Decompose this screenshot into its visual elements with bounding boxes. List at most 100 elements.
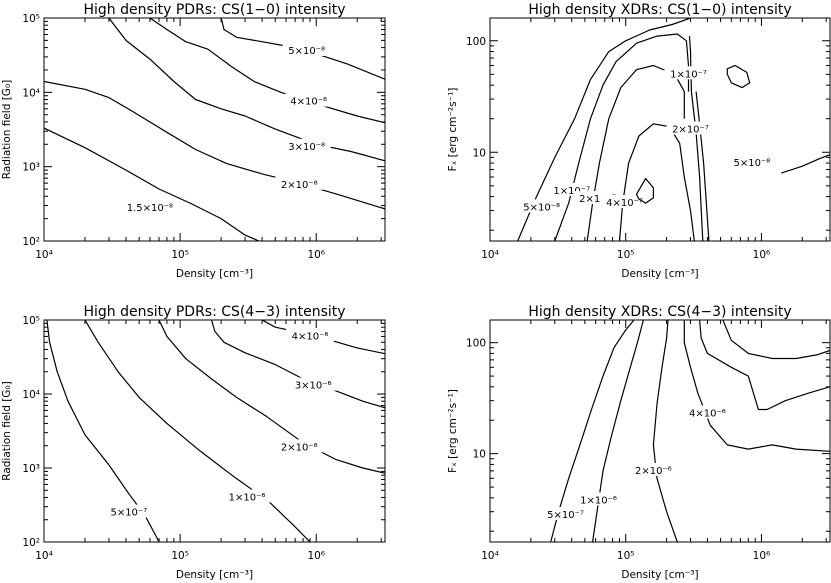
contour-line — [220, 18, 385, 80]
contour-group: 5×10⁻⁷ 1×10⁻⁶ 2×10⁻⁶ 4×10⁻⁶ — [541, 320, 830, 542]
x-axis-label: Density [cm⁻³] — [176, 268, 253, 280]
plot-frame — [43, 319, 386, 543]
plot-frame — [489, 17, 831, 242]
contour-label-bg — [727, 155, 776, 169]
contour-label: 5×10⁻⁸ — [523, 202, 560, 213]
contour-line — [586, 64, 685, 241]
contour-line — [618, 123, 695, 241]
y-axis-label: Fₓ [erg cm⁻²s⁻¹] — [447, 88, 459, 172]
y-axis-label: Fₓ [erg cm⁻²s⁻¹] — [447, 389, 459, 473]
contour-label-bg — [282, 138, 331, 152]
contour-label-bg — [104, 504, 153, 518]
contour-line — [726, 64, 751, 89]
panel-title: High density PDRs: CS(1−0) intensity — [83, 2, 345, 18]
panel-title: High density XDRs: CS(4−3) intensity — [528, 304, 791, 320]
x-axis-label: Density [cm⁻³] — [621, 268, 698, 280]
contour-label-bg — [282, 42, 331, 56]
panel-3: High density PDRs: CS(4−3) intensity Dens… — [1, 304, 386, 581]
y-tick-label: 10 — [473, 147, 486, 159]
panel-title: High density PDRs: CS(4−3) intensity — [83, 304, 345, 320]
contour-label-bg — [275, 176, 324, 190]
y-tick-label: 10³ — [22, 162, 40, 174]
y-tick-label: 10⁴ — [22, 87, 40, 99]
contour-line — [84, 320, 311, 542]
panel-1: High density PDRs: CS(1−0) intensity Dens… — [1, 2, 386, 280]
x-axis-label: Density [cm⁻³] — [176, 569, 253, 581]
panel-4: High density XDRs: CS(4−3) intensity Dens… — [447, 304, 831, 581]
contour-group: 5×10⁻⁸1×10⁻⁷2×10⁻⁷4×10⁻⁷1×10⁻⁷2×10⁻⁷5×10… — [517, 18, 830, 241]
contour-label-bg — [284, 93, 333, 107]
panel-title: High density XDRs: CS(1−0) intensity — [528, 2, 791, 18]
y-tick-label: 10⁵ — [22, 13, 40, 25]
plot-frame — [489, 319, 831, 543]
x-tick-label: 10⁵ — [171, 249, 189, 261]
contour-line — [781, 154, 830, 174]
contour-line — [652, 320, 678, 542]
x-tick-label: 10⁶ — [307, 550, 325, 562]
contour-label: 1×10⁻⁷ — [553, 186, 590, 197]
contour-line — [699, 320, 830, 411]
y-tick-label: 10² — [22, 236, 40, 248]
y-axis-label: Radiation field [G₀] — [1, 80, 13, 180]
contour-line — [149, 18, 385, 124]
contour-label-bg — [223, 489, 272, 503]
contour-label-bg — [125, 199, 174, 213]
contour-label-bg — [574, 492, 623, 506]
x-tick-label: 10⁴ — [481, 249, 499, 261]
x-axis-label: Density [cm⁻³] — [621, 569, 698, 581]
y-axis-label: Radiation field [G₀] — [1, 381, 13, 481]
panel-2: High density XDRs: CS(1−0) intensity Dens… — [447, 2, 831, 280]
contour-label: 1×10⁻⁶ — [580, 495, 617, 506]
contour-label-bg — [517, 199, 566, 213]
x-tick-label: 10⁶ — [753, 249, 771, 261]
x-tick-label: 10⁴ — [35, 550, 53, 562]
contour-line — [46, 320, 160, 542]
x-tick-label: 10⁴ — [481, 550, 499, 562]
contour-line — [688, 36, 704, 241]
contour-label-bg — [666, 121, 715, 135]
contour-label: 1×10⁻⁶ — [229, 492, 266, 503]
contour-label: 4×10⁻⁶ — [292, 331, 329, 342]
y-tick-label: 10³ — [22, 463, 40, 475]
contour-label: 4×10⁻⁸ — [290, 97, 327, 108]
contour-label: 4×10⁻⁶ — [689, 409, 726, 420]
contour-line — [695, 91, 710, 241]
contour-label-bg — [541, 507, 590, 521]
x-tick-label: 10⁵ — [617, 550, 635, 562]
contour-label: 4×10⁻⁷ — [606, 198, 643, 209]
x-tick-label: 10⁵ — [617, 249, 635, 261]
contour-label-bg — [600, 195, 649, 209]
contour-label-bg — [286, 328, 335, 342]
contour-label: 2×10⁻⁷ — [579, 194, 616, 205]
contour-label: 2×10⁻⁸ — [281, 180, 318, 191]
contour-line — [635, 178, 654, 204]
contour-label-bg — [629, 462, 678, 476]
contour-label-bg — [289, 377, 338, 391]
contour-line — [722, 320, 830, 360]
plot-frame — [43, 17, 386, 242]
contour-line — [550, 320, 635, 542]
contour-line — [554, 33, 690, 241]
contour-group: 5×10⁻⁷ 1×10⁻⁶ 2×10⁻⁶ 3×10⁻⁶ 4×10⁻⁶ — [46, 320, 385, 542]
contour-label: 3×10⁻⁸ — [288, 142, 325, 153]
contour-label: 5×10⁻⁸ — [733, 158, 770, 169]
contour-label: 5×10⁻⁸ — [288, 46, 325, 57]
contour-label: 5×10⁻⁷ — [110, 508, 147, 519]
contour-line — [683, 320, 830, 452]
x-tick-label: 10⁵ — [171, 550, 189, 562]
y-tick-label: 100 — [466, 338, 486, 350]
contour-line — [517, 18, 691, 241]
contour-label: 5×10⁻⁷ — [547, 510, 584, 521]
x-tick-label: 10⁴ — [35, 249, 53, 261]
contour-line — [210, 320, 385, 409]
contour-group: 1.5×10⁻⁸ 2×10⁻⁸ 3×10⁻⁸ 4×10⁻⁸ 5×10⁻⁸ — [44, 18, 385, 241]
x-tick-label: 10⁶ — [307, 249, 325, 261]
contour-line — [44, 80, 385, 210]
contour-label: 2×10⁻⁶ — [635, 466, 672, 477]
contour-line — [158, 320, 385, 474]
contour-label: 1.5×10⁻⁸ — [127, 203, 173, 214]
contour-label: 2×10⁻⁶ — [281, 442, 318, 453]
x-tick-label: 10⁶ — [753, 550, 771, 562]
y-tick-label: 10 — [473, 449, 486, 461]
